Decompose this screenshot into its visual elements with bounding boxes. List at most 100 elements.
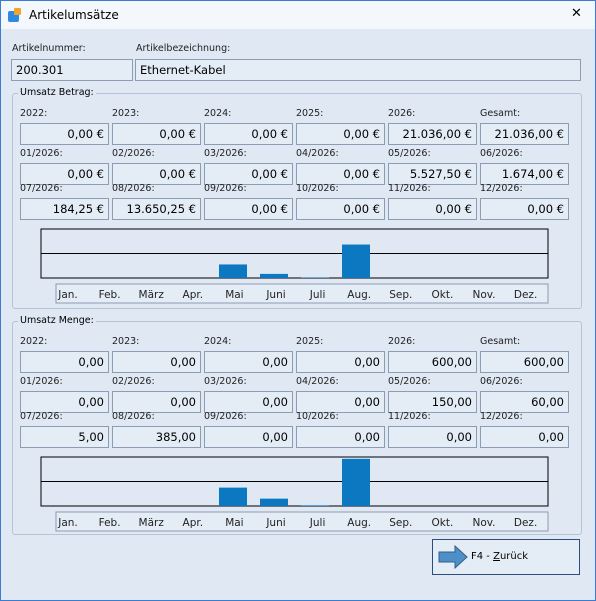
label: 05/2026: <box>388 148 431 159</box>
label: 2023: <box>112 108 140 119</box>
label: Artikelnummer: <box>12 43 86 54</box>
group-title: Umsatz Menge: <box>18 315 96 326</box>
x-tick-label: Dez. <box>514 517 537 529</box>
value-field[interactable]: 0,00 € <box>296 198 385 220</box>
value-field[interactable]: 0,00 € <box>112 123 201 145</box>
label: 2026: <box>388 336 416 347</box>
group-box <box>12 321 582 535</box>
label: Gesamt: <box>480 108 521 119</box>
x-tick-label: Sep. <box>389 517 412 529</box>
value-field[interactable]: 0,00 € <box>296 123 385 145</box>
axis-band <box>55 511 549 532</box>
value-field[interactable]: 13.650,25 € <box>112 198 201 220</box>
group-box <box>12 93 582 309</box>
value-field[interactable]: 0,00 <box>388 426 477 448</box>
article-number[interactable]: 200.301 <box>11 59 133 81</box>
value-field[interactable]: 0,00 <box>204 351 293 373</box>
value-field[interactable]: 0,00 € <box>204 123 293 145</box>
value-field[interactable]: 0,00 € <box>20 163 109 185</box>
back-button[interactable]: F4 - Zurück <box>432 539 580 575</box>
value-field[interactable]: 0,00 € <box>20 123 109 145</box>
close-button[interactable]: ✕ <box>571 6 582 21</box>
x-tick-label: Jan. <box>57 289 78 301</box>
bar <box>219 487 247 506</box>
x-tick-label: Juli <box>309 289 326 301</box>
label: 2022: <box>20 336 48 347</box>
label: 2025: <box>296 336 324 347</box>
label: 03/2026: <box>204 376 247 387</box>
value-field[interactable]: 0,00 € <box>204 163 293 185</box>
bar <box>342 458 370 506</box>
x-tick-label: Okt. <box>431 517 453 529</box>
button-label: F4 - Zurück <box>471 551 528 562</box>
x-tick-label: Okt. <box>431 289 453 301</box>
mini-chart: Jan. Feb. März Apr. Mai Juni Juli Aug. Sep. Okt. N… <box>40 228 549 304</box>
text: Z <box>493 551 500 562</box>
label: 2025: <box>296 108 324 119</box>
axis-band <box>55 283 549 304</box>
label: 11/2026: <box>388 411 431 422</box>
label: 01/2026: <box>20 376 63 387</box>
value-field[interactable]: 21.036,00 € <box>388 123 477 145</box>
article-name[interactable]: Ethernet-Kabel <box>135 59 581 81</box>
value-field[interactable]: 0,00 <box>480 426 569 448</box>
x-tick-label: März <box>139 517 165 529</box>
value-field[interactable]: 0,00 € <box>112 163 201 185</box>
value-field[interactable]: 0,00 <box>204 426 293 448</box>
x-tick-label: Apr. <box>183 517 204 529</box>
label: 07/2026: <box>20 411 63 422</box>
label: 04/2026: <box>296 376 339 387</box>
label: 2024: <box>204 336 232 347</box>
x-tick-label: Nov. <box>472 517 495 529</box>
x-tick-label: Juni <box>265 289 285 301</box>
x-tick-label: März <box>139 289 165 301</box>
value-field[interactable]: 21.036,00 € <box>480 123 569 145</box>
value-field[interactable]: 60,00 <box>480 391 569 413</box>
label: Gesamt: <box>480 336 521 347</box>
group-title: Umsatz Betrag: <box>18 87 96 98</box>
label: 06/2026: <box>480 148 523 159</box>
value-field[interactable]: 0,00 <box>296 391 385 413</box>
x-tick-label: Aug. <box>347 517 371 529</box>
value-field[interactable]: 0,00 € <box>480 198 569 220</box>
value-field[interactable]: 0,00 <box>20 391 109 413</box>
x-tick-label: Apr. <box>183 289 204 301</box>
label: 07/2026: <box>20 183 63 194</box>
value-field[interactable]: 0,00 <box>20 351 109 373</box>
label: 06/2026: <box>480 376 523 387</box>
value-field[interactable]: 0,00 € <box>204 198 293 220</box>
value-field[interactable]: 600,00 <box>480 351 569 373</box>
value-field[interactable]: 1.674,00 € <box>480 163 569 185</box>
x-tick-label: Feb. <box>99 517 121 529</box>
value-field[interactable]: 184,25 € <box>20 198 109 220</box>
x-tick-label: Mai <box>225 517 243 529</box>
window-title: Artikelumsätze <box>29 8 119 22</box>
label: 09/2026: <box>204 183 247 194</box>
value-field[interactable]: 600,00 <box>388 351 477 373</box>
value-field[interactable]: 385,00 <box>112 426 201 448</box>
label: 02/2026: <box>112 376 155 387</box>
label: 01/2026: <box>20 148 63 159</box>
value-field[interactable]: 0,00 <box>204 391 293 413</box>
text: F4 - <box>471 551 494 562</box>
label: 05/2026: <box>388 376 431 387</box>
value-field[interactable]: 0,00 <box>112 391 201 413</box>
value-field[interactable]: 150,00 <box>388 391 477 413</box>
value-field[interactable]: 0,00 <box>112 351 201 373</box>
text: urück <box>499 551 529 562</box>
value-field[interactable]: 5,00 <box>20 426 109 448</box>
label: 02/2026: <box>112 148 155 159</box>
title-bar: Artikelumsätze ✕ <box>1 1 595 29</box>
value-field[interactable]: 0,00 € <box>388 198 477 220</box>
arrow-icon <box>438 545 468 569</box>
value-field[interactable]: 0,00 € <box>296 163 385 185</box>
label: 2024: <box>204 108 232 119</box>
value-field[interactable]: 0,00 <box>296 426 385 448</box>
label: 2026: <box>388 108 416 119</box>
label: 10/2026: <box>296 183 339 194</box>
value-field[interactable]: 5.527,50 € <box>388 163 477 185</box>
label: 12/2026: <box>480 183 523 194</box>
value-field[interactable]: 0,00 <box>296 351 385 373</box>
x-tick-label: Juli <box>309 517 326 529</box>
